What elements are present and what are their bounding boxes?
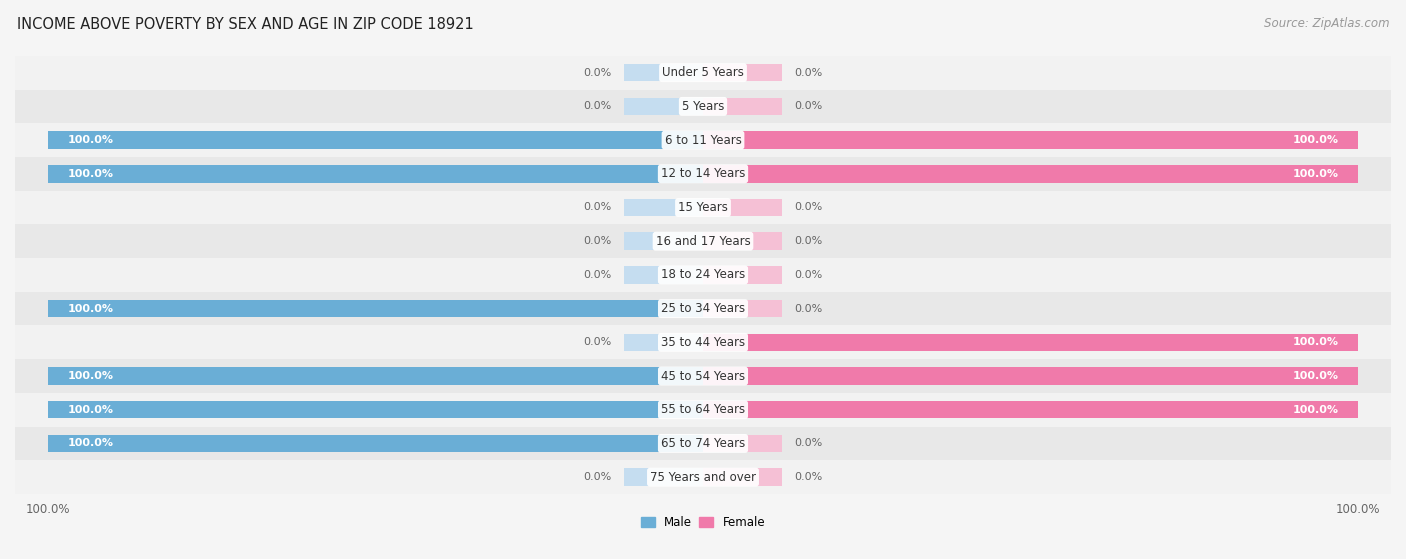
- Text: 0.0%: 0.0%: [583, 202, 612, 212]
- Bar: [15, 292, 1391, 325]
- Bar: [703, 199, 782, 216]
- Bar: [15, 393, 1391, 427]
- Bar: [703, 300, 782, 318]
- Text: 100.0%: 100.0%: [67, 438, 114, 448]
- Bar: [15, 191, 1391, 224]
- Text: INCOME ABOVE POVERTY BY SEX AND AGE IN ZIP CODE 18921: INCOME ABOVE POVERTY BY SEX AND AGE IN Z…: [17, 17, 474, 32]
- Text: 35 to 44 Years: 35 to 44 Years: [661, 336, 745, 349]
- Text: 0.0%: 0.0%: [583, 472, 612, 482]
- Text: 45 to 54 Years: 45 to 54 Years: [661, 369, 745, 382]
- Bar: [703, 401, 1358, 419]
- Bar: [703, 233, 782, 250]
- Bar: [624, 266, 703, 283]
- Bar: [703, 266, 782, 283]
- Text: 0.0%: 0.0%: [583, 236, 612, 246]
- Text: 15 Years: 15 Years: [678, 201, 728, 214]
- Bar: [624, 98, 703, 115]
- Bar: [703, 334, 1358, 351]
- Text: 0.0%: 0.0%: [583, 270, 612, 280]
- Text: 100.0%: 100.0%: [1292, 337, 1339, 347]
- Bar: [48, 435, 703, 452]
- Bar: [48, 367, 703, 385]
- Text: 100.0%: 100.0%: [1292, 169, 1339, 179]
- Text: Under 5 Years: Under 5 Years: [662, 66, 744, 79]
- Bar: [703, 98, 782, 115]
- Text: 0.0%: 0.0%: [583, 101, 612, 111]
- Text: 0.0%: 0.0%: [794, 472, 823, 482]
- Bar: [15, 123, 1391, 157]
- Text: 55 to 64 Years: 55 to 64 Years: [661, 403, 745, 416]
- Text: 0.0%: 0.0%: [794, 270, 823, 280]
- Bar: [624, 334, 703, 351]
- Text: 0.0%: 0.0%: [794, 236, 823, 246]
- Bar: [15, 359, 1391, 393]
- Bar: [703, 64, 782, 82]
- Bar: [624, 233, 703, 250]
- Bar: [624, 468, 703, 486]
- Text: 5 Years: 5 Years: [682, 100, 724, 113]
- Bar: [15, 325, 1391, 359]
- Text: 75 Years and over: 75 Years and over: [650, 471, 756, 484]
- Text: 18 to 24 Years: 18 to 24 Years: [661, 268, 745, 281]
- Text: 65 to 74 Years: 65 to 74 Years: [661, 437, 745, 450]
- Text: 0.0%: 0.0%: [794, 202, 823, 212]
- Text: 0.0%: 0.0%: [794, 101, 823, 111]
- Bar: [48, 300, 703, 318]
- Text: 100.0%: 100.0%: [67, 135, 114, 145]
- Bar: [624, 199, 703, 216]
- Bar: [15, 89, 1391, 123]
- Bar: [703, 165, 1358, 183]
- Text: 0.0%: 0.0%: [794, 438, 823, 448]
- Text: 0.0%: 0.0%: [794, 68, 823, 78]
- Bar: [703, 367, 1358, 385]
- Text: 100.0%: 100.0%: [67, 371, 114, 381]
- Bar: [15, 56, 1391, 89]
- Text: 100.0%: 100.0%: [1292, 371, 1339, 381]
- Text: 0.0%: 0.0%: [583, 337, 612, 347]
- Bar: [15, 157, 1391, 191]
- Text: Source: ZipAtlas.com: Source: ZipAtlas.com: [1264, 17, 1389, 30]
- Text: 6 to 11 Years: 6 to 11 Years: [665, 134, 741, 146]
- Text: 100.0%: 100.0%: [1292, 405, 1339, 415]
- Text: 16 and 17 Years: 16 and 17 Years: [655, 235, 751, 248]
- Bar: [48, 131, 703, 149]
- Bar: [48, 401, 703, 419]
- Text: 12 to 14 Years: 12 to 14 Years: [661, 167, 745, 181]
- Text: 100.0%: 100.0%: [67, 169, 114, 179]
- Text: 100.0%: 100.0%: [67, 405, 114, 415]
- Text: 0.0%: 0.0%: [794, 304, 823, 314]
- Text: 25 to 34 Years: 25 to 34 Years: [661, 302, 745, 315]
- Bar: [703, 468, 782, 486]
- Bar: [703, 435, 782, 452]
- Text: 100.0%: 100.0%: [1292, 135, 1339, 145]
- Bar: [15, 460, 1391, 494]
- Bar: [15, 258, 1391, 292]
- Text: 0.0%: 0.0%: [583, 68, 612, 78]
- Bar: [48, 165, 703, 183]
- Bar: [703, 131, 1358, 149]
- Bar: [15, 427, 1391, 460]
- Bar: [624, 64, 703, 82]
- Text: 100.0%: 100.0%: [67, 304, 114, 314]
- Bar: [15, 224, 1391, 258]
- Legend: Male, Female: Male, Female: [636, 511, 770, 534]
